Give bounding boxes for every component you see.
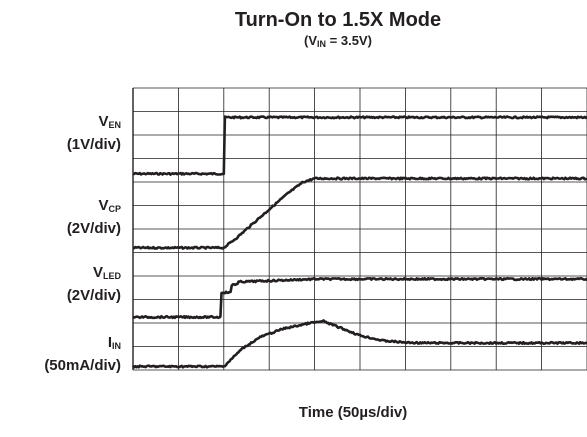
- channel-name: VLED: [92, 264, 121, 281]
- channel-scale: (1V/div): [66, 136, 121, 153]
- chart-title: Turn-On to 1.5X Mode: [234, 9, 442, 31]
- trace-en: [132, 115, 587, 176]
- channel-name: VCP: [98, 197, 121, 214]
- channel-name: IIN: [107, 334, 121, 351]
- channel-label-v-en: VEN (1V/div): [67, 112, 121, 154]
- channel-label-v-led: VLED (2V/div): [67, 263, 121, 305]
- grid: [132, 87, 587, 371]
- trace-in: [131, 319, 587, 369]
- trace-led: [132, 276, 587, 320]
- channel-scale: (2V/div): [66, 220, 121, 237]
- channel-scale: (50mA/div): [44, 357, 121, 374]
- channel-scale: (2V/div): [66, 287, 121, 304]
- traces: [131, 115, 587, 369]
- channel-label-i-in: IIN (50mA/div): [44, 333, 121, 375]
- chart-subtitle: (VIN = 3.5V): [304, 33, 372, 49]
- x-axis-label: Time (50µs/div): [298, 404, 408, 421]
- trace-cp: [132, 176, 587, 250]
- channel-label-v-cp: VCP (2V/div): [67, 196, 121, 238]
- channel-name: VEN: [98, 113, 121, 130]
